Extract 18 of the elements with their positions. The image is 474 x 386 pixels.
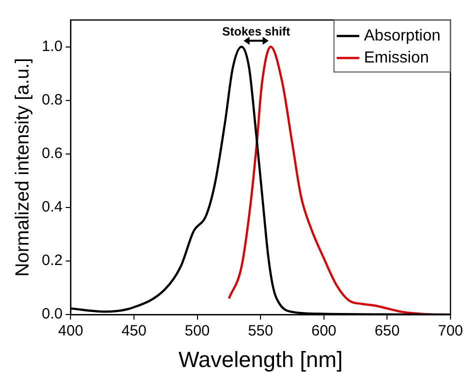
x-tick-label: 550 — [248, 322, 274, 340]
x-tick-label: 700 — [438, 322, 463, 340]
legend-label: Absorption — [364, 27, 440, 44]
x-tick-label: 600 — [311, 322, 336, 340]
x-axis-title: Wavelength [nm] — [178, 346, 343, 372]
x-tick-label: 450 — [121, 322, 146, 340]
y-tick-label: 0.6 — [42, 145, 63, 162]
x-tick-label: 500 — [184, 322, 210, 340]
y-axis-title: Normalized intensity [a.u.] — [12, 58, 34, 277]
y-tick-label: 0.8 — [42, 91, 63, 108]
x-tick-label: 400 — [58, 322, 84, 340]
y-tick-label: 0.4 — [42, 198, 63, 216]
x-tick-label: 650 — [374, 322, 400, 340]
y-tick-label: 0.0 — [42, 306, 63, 323]
y-tick-label: 0.2 — [42, 252, 63, 270]
annotation: Stokes shift — [222, 24, 290, 38]
y-tick-label: 1.0 — [42, 38, 63, 55]
legend-label: Emission — [364, 49, 429, 66]
